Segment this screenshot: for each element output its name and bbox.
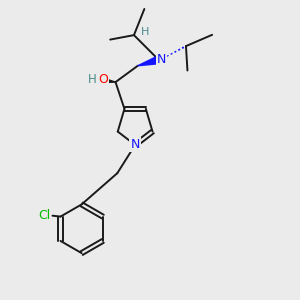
Polygon shape — [138, 57, 158, 66]
Text: N: N — [157, 53, 166, 66]
Text: H: H — [141, 27, 149, 37]
Polygon shape — [98, 77, 116, 83]
Text: O: O — [98, 73, 108, 86]
Text: N: N — [130, 138, 140, 152]
Text: H: H — [88, 73, 97, 85]
Text: Cl: Cl — [38, 208, 50, 222]
